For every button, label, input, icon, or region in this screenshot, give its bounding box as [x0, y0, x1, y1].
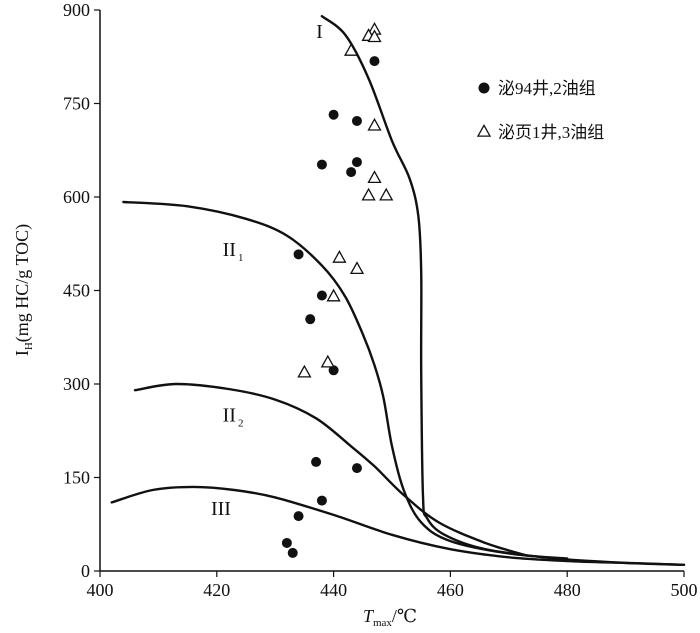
x-tick-label: 460: [437, 580, 464, 600]
x-tick-label: 500: [671, 580, 698, 600]
x-tick-label: 480: [554, 580, 581, 600]
data-point-biye1: [297, 364, 312, 378]
data-point-bi94: [346, 167, 357, 178]
curve-type-i: [320, 15, 686, 566]
data-point-bi94: [328, 109, 339, 120]
data-point-bi94: [351, 157, 362, 168]
y-tick-label: 750: [63, 94, 90, 114]
data-point-bi94: [281, 537, 292, 548]
data-point-bi94: [316, 290, 327, 301]
data-point-bi94: [311, 456, 322, 467]
curve-type-ii1: [122, 200, 569, 560]
x-tick-label: 400: [87, 580, 114, 600]
curve-type-ii2: [133, 382, 528, 557]
legend-label: 泌页1井,3油组: [498, 123, 604, 142]
data-point-biye1: [343, 43, 359, 56]
data-point-bi94: [316, 159, 327, 170]
label-type-ii2: II 2: [223, 404, 244, 429]
data-point-biye1: [367, 29, 382, 43]
y-tick-label: 150: [63, 468, 90, 488]
label-type-iii: III: [211, 498, 231, 520]
curve-labels: I II 1 II 2 III: [211, 21, 323, 520]
legend-marker-bi94: [478, 82, 490, 94]
data-point-biye1: [332, 250, 347, 263]
data-point-bi94: [293, 249, 304, 260]
y-tick-label: 450: [63, 281, 90, 301]
data-markers: [281, 21, 394, 558]
kerogen-type-curves: [110, 15, 686, 566]
y-tick-label: 900: [63, 0, 90, 20]
data-point-biye1: [367, 117, 382, 131]
x-axis-title: Tmax/℃: [363, 606, 417, 629]
data-point-bi94: [287, 547, 298, 558]
data-point-bi94: [328, 365, 339, 376]
data-point-bi94: [351, 463, 362, 474]
x-tick-label: 440: [320, 580, 347, 600]
y-tick-label: 600: [63, 187, 90, 207]
legend-label: 泌94井,2油组: [498, 79, 596, 98]
y-tick-label: 0: [81, 561, 90, 581]
legend-marker-biye1: [476, 123, 492, 137]
x-tick-label: 420: [203, 580, 230, 600]
data-point-bi94: [369, 56, 380, 67]
data-point-bi94: [305, 314, 316, 325]
data-point-biye1: [326, 288, 341, 302]
label-type-i: I: [316, 21, 323, 43]
data-point-bi94: [351, 115, 362, 126]
data-point-biye1: [361, 187, 376, 201]
label-type-ii1: II 1: [223, 239, 244, 264]
y-tick-label: 300: [63, 374, 90, 394]
data-point-biye1: [320, 354, 335, 368]
data-point-bi94: [293, 511, 304, 522]
data-point-bi94: [316, 495, 327, 506]
y-axis-title: IH(mg HC/g TOC): [12, 224, 35, 356]
curve-type-iii: [110, 485, 686, 566]
axes: 400 420 440 460 480 500 0 150 300 450 600 750 900: [63, 0, 698, 600]
data-point-biye1: [349, 261, 365, 275]
data-point-biye1: [367, 170, 382, 184]
data-point-biye1: [379, 187, 394, 201]
